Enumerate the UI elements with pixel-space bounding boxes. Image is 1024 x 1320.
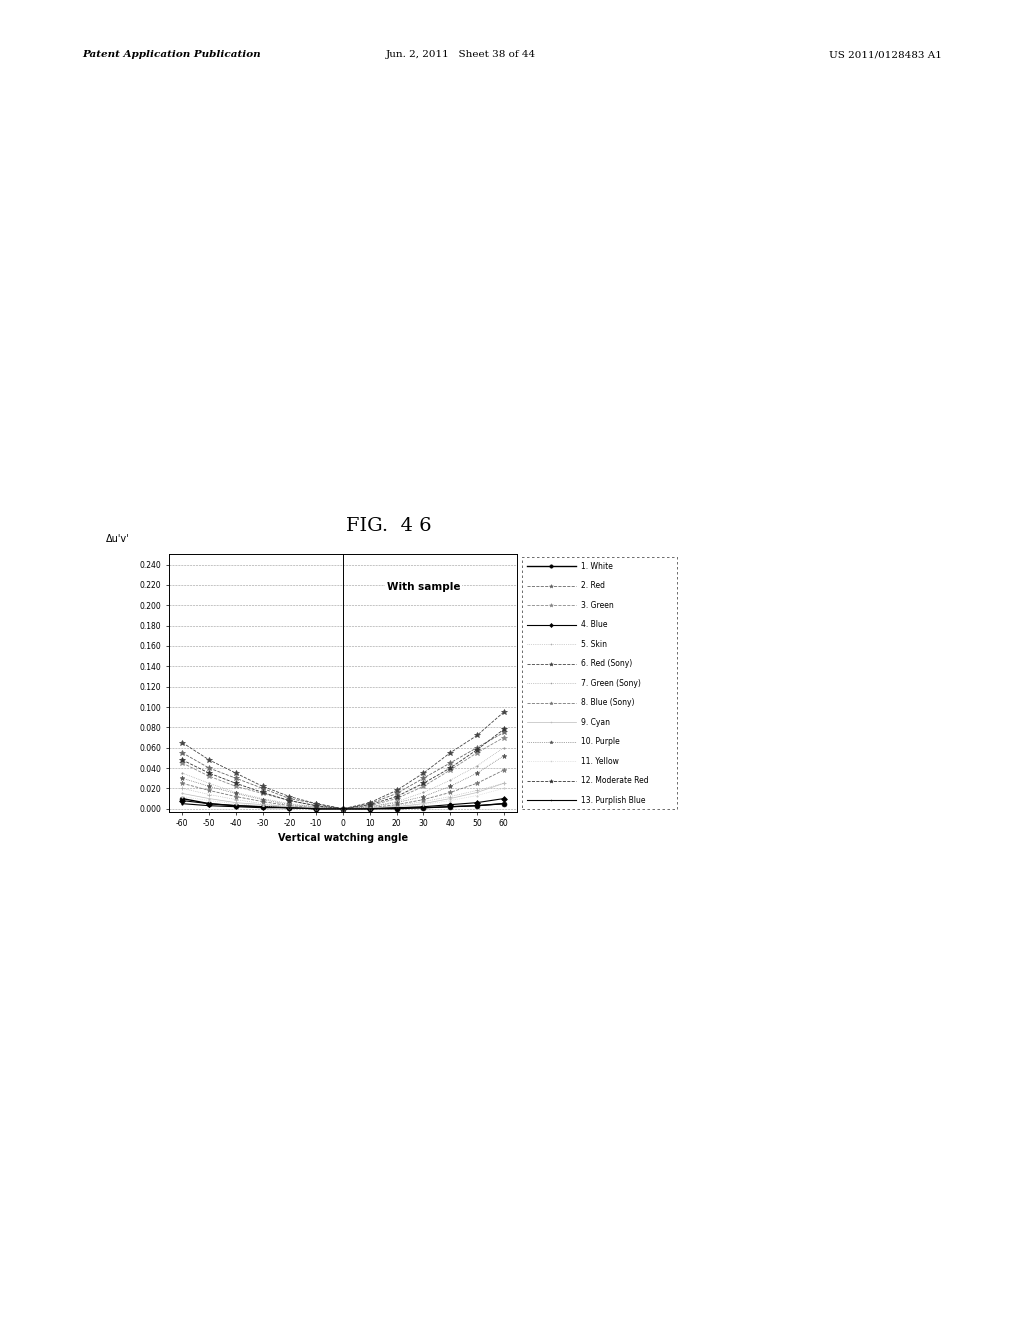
Text: 13. Purplish Blue: 13. Purplish Blue [581,796,645,805]
Text: Patent Application Publication: Patent Application Publication [82,50,260,59]
X-axis label: Vertical watching angle: Vertical watching angle [278,833,409,842]
Text: US 2011/0128483 A1: US 2011/0128483 A1 [829,50,942,59]
Text: With sample: With sample [387,582,460,591]
Text: 5. Skin: 5. Skin [581,640,606,648]
Text: 10. Purple: 10. Purple [581,737,620,746]
Text: 6. Red (Sony): 6. Red (Sony) [581,659,632,668]
Text: 11. Yellow: 11. Yellow [581,756,618,766]
Text: Δu'v': Δu'v' [106,535,130,544]
FancyBboxPatch shape [522,557,677,809]
Text: 7. Green (Sony): 7. Green (Sony) [581,678,640,688]
Text: Jun. 2, 2011   Sheet 38 of 44: Jun. 2, 2011 Sheet 38 of 44 [386,50,536,59]
Text: 9. Cyan: 9. Cyan [581,718,609,726]
Text: 2. Red: 2. Red [581,581,604,590]
Text: FIG.  4 6: FIG. 4 6 [346,516,432,535]
Text: 4. Blue: 4. Blue [581,620,607,630]
Text: 12. Moderate Red: 12. Moderate Red [581,776,648,785]
Text: 8. Blue (Sony): 8. Blue (Sony) [581,698,634,708]
Text: 3. Green: 3. Green [581,601,613,610]
Text: 1. White: 1. White [581,561,612,570]
